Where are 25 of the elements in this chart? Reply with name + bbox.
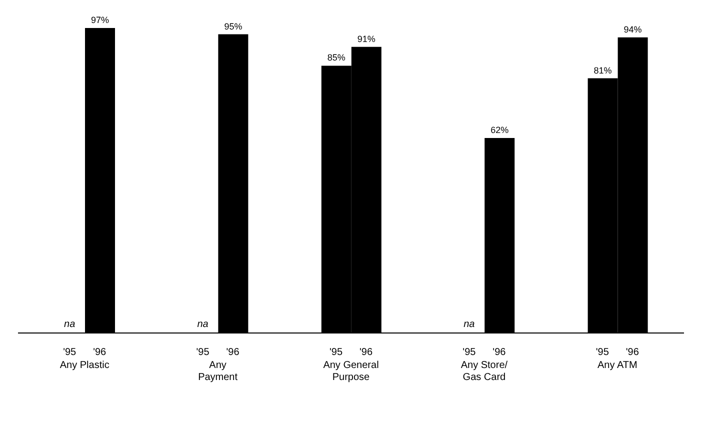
series-label: '96 (93, 347, 107, 358)
data-label: 81% (594, 65, 612, 76)
text: '95 (462, 347, 476, 358)
data-label: 94% (624, 24, 642, 34)
text: '95 (596, 347, 609, 358)
x-tick-label: Any Payment (198, 360, 238, 383)
data-label: 95% (224, 21, 242, 32)
data-label: 91% (357, 34, 376, 44)
text: na (64, 319, 76, 330)
text: na (464, 319, 475, 330)
series-label: '95 (329, 347, 343, 358)
text: '95 (63, 347, 76, 358)
text: '96 (226, 347, 240, 358)
text: '96 (492, 347, 506, 358)
text: '96 (626, 347, 639, 358)
data-label: 97% (90, 15, 110, 25)
data-label: 62% (490, 125, 509, 136)
text: na (197, 319, 208, 330)
text: '95 (196, 347, 210, 358)
x-tick-label: Any Store/ Gas Card (460, 360, 508, 383)
data-label: 85% (327, 52, 346, 63)
x-tick-label: Any ATM (597, 360, 638, 371)
x-tick-label: Any Plastic (60, 360, 110, 371)
text: '96 (359, 347, 373, 358)
x-tick-label: Any General Purpose (323, 360, 379, 383)
